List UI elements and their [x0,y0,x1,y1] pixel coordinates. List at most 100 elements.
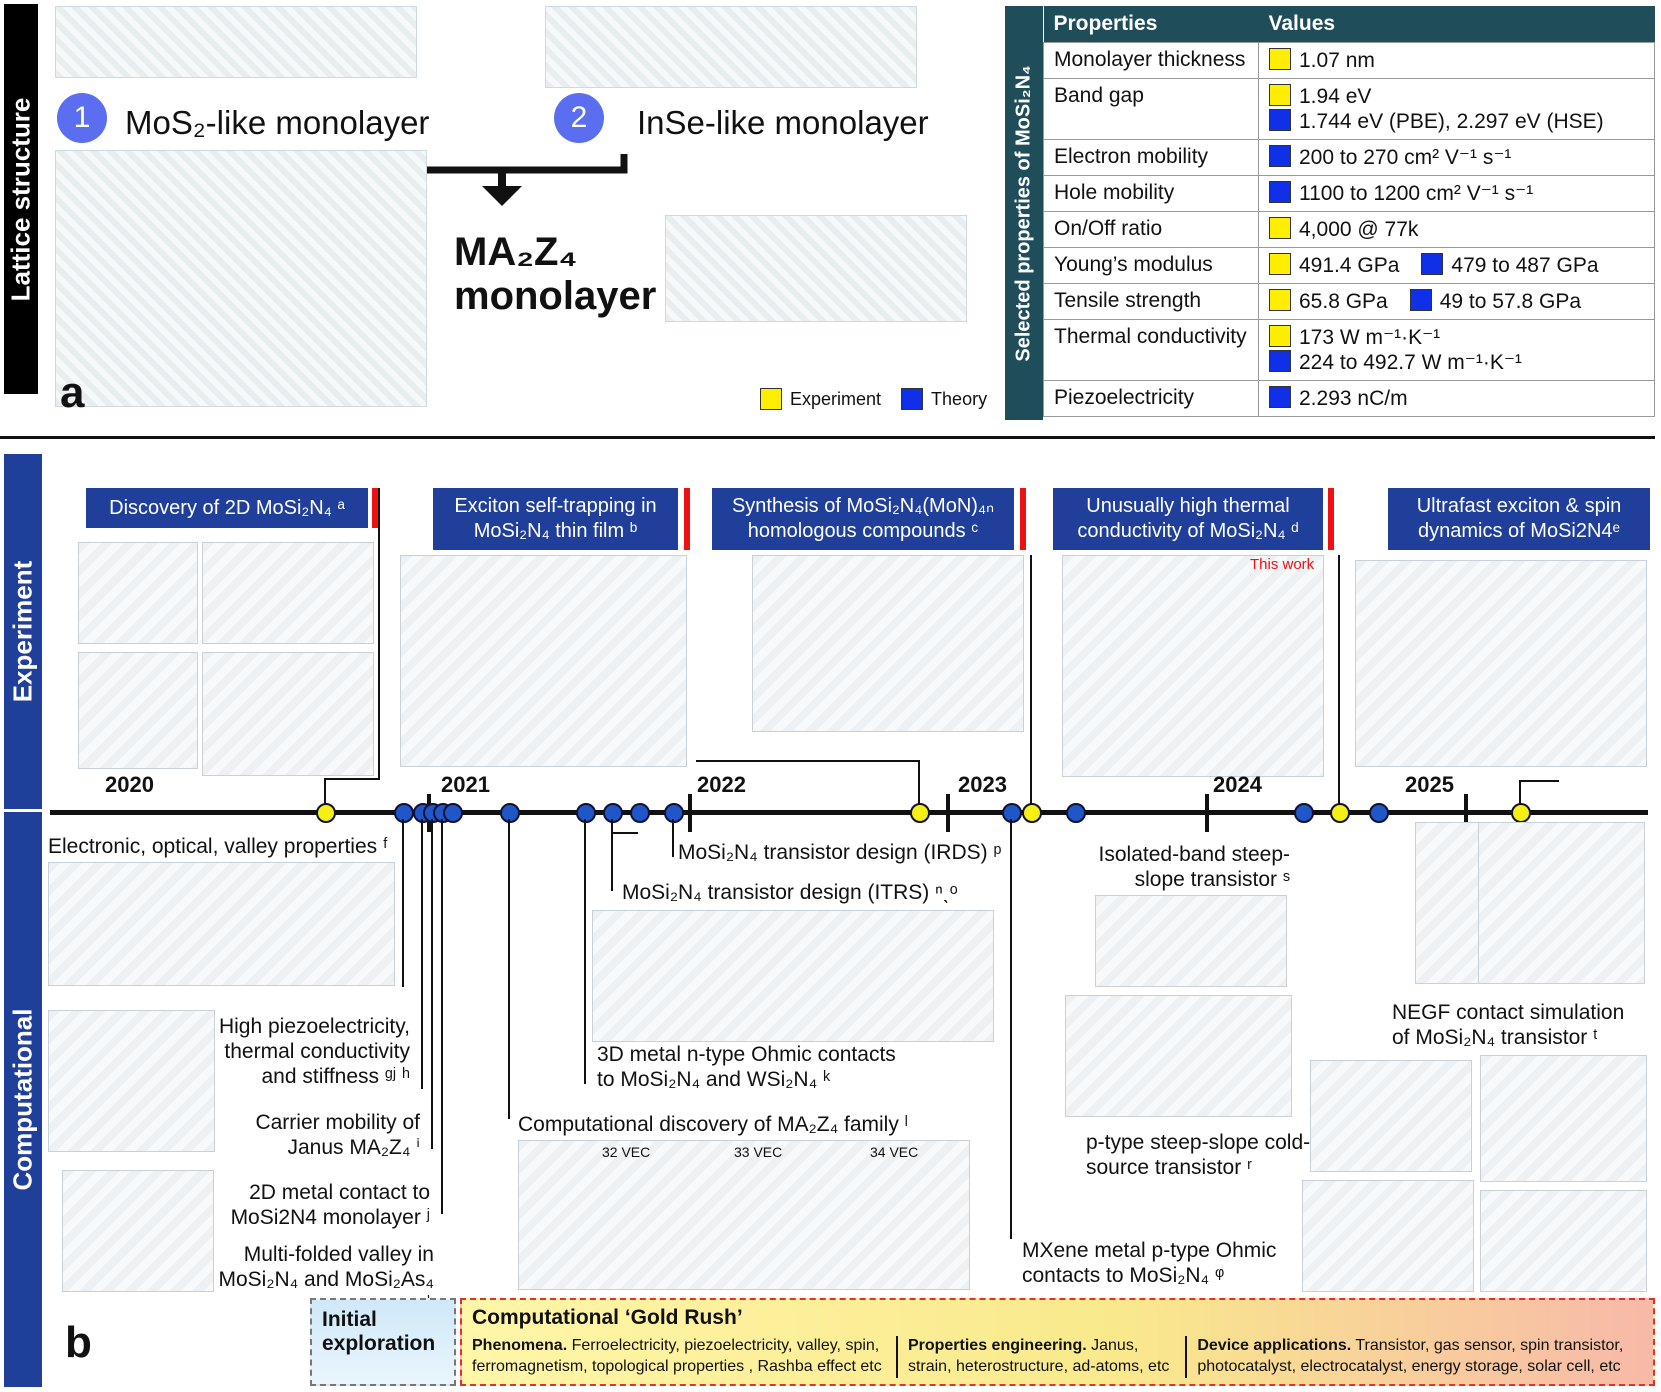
property-value: 1.744 eV (PBE), 2.297 eV (HSE) [1269,109,1644,134]
milestone-dot [316,803,336,823]
legend-experiment-swatch [760,388,782,410]
property-row: On/Off ratio 4,000 @ 77k [1043,211,1655,248]
panel-divider [0,436,1655,439]
value-text: 479 to 487 GPa [1451,254,1599,277]
vec-34-label: 34 VEC [870,1144,919,1160]
year-tick [1464,794,1468,832]
experiment-marker [1269,289,1291,311]
label-multi-folded-valley: Multi-folded valley in MoSi₂N₄ and MoSi₂… [218,1243,434,1316]
property-row: Tensile strength 65.8 GPa 49 to 57.8 GPa [1043,283,1655,320]
itrs-transistor-band-image [592,910,994,1042]
property-name: Band gap [1043,78,1259,140]
metal-contact-structure-image [62,1170,214,1292]
connector-line [1338,555,1340,805]
inse-like-label: InSe-like monolayer [637,104,929,141]
year-2022: 2022 [697,772,746,797]
value-text: 65.8 GPa [1299,290,1388,313]
property-value: 479 to 487 GPa [1421,253,1599,277]
discovery-crystal-image [78,542,198,644]
connector-line [431,819,433,1149]
exp-header-thermal: Unusually high thermal conductivity of M… [1053,488,1323,550]
label-isolated-band-transistor: Isolated-band steep-slope transistor ˢ [1098,843,1290,892]
property-values: 1.94 eV 1.744 eV (PBE), 2.297 eV (HSE) [1258,78,1655,140]
property-values: 173 W m⁻¹·K⁻¹ 224 to 492.7 W m⁻¹·K⁻¹ [1258,319,1655,381]
exciton-decay-chart [400,555,687,767]
label-mxene-contacts: MXene metal p-type Ohmic contacts to MoS… [1022,1239,1277,1288]
ma2z4-label: MA₂Z₄ [454,230,578,274]
connector-line [1030,555,1032,805]
legend-theory-label: Theory [931,388,988,409]
property-value: 49 to 57.8 GPa [1409,289,1582,313]
experiment-marker [1269,325,1291,347]
label-metal-contact: 2D metal contact to MoSi2N4 monolayer ʲ [230,1181,430,1230]
mos2-like-label: MoS₂-like monolayer [125,104,430,141]
year-2020: 2020 [105,772,154,797]
connector-line [611,832,638,834]
label-irds-transistor: MoSi₂N₄ transistor design (IRDS) ᵖ [678,841,1002,864]
inse-like-structure-image [545,6,917,88]
pdos-chart [1302,1180,1474,1292]
year-2024: 2024 [1213,772,1262,797]
year-tick [688,794,692,832]
phenomena-body: Ferroelectricity, piezoelectricity, vall… [472,1337,882,1375]
isolated-band-schematic [1095,895,1287,987]
milestone-dot [443,803,463,823]
properties-side-label: Selected properties of MoSi₂N₄ [1005,6,1043,420]
connector-line [421,819,423,1089]
label-3d-metal-contacts: 3D metal n-type Ohmic contacts to MoSi₂N… [597,1043,896,1092]
label-piezoelectricity: High piezoelectricity, thermal conductiv… [218,1015,410,1089]
values-header: Values [1258,6,1655,43]
experiment-side-label: Experiment [4,454,42,809]
label-itrs-transistor: MoSi₂N₄ transistor design (ITRS) ⁿˎᵒ [622,881,958,904]
properties-block: Properties engineering. Janus, strain, h… [898,1336,1188,1378]
panel-b-letter: b [65,1318,92,1367]
theory-marker [1269,181,1291,203]
connector-line [611,819,613,891]
device-body: Transistor, gas sensor, spin transistor,… [1197,1337,1624,1375]
property-name: Hole mobility [1043,175,1259,212]
property-value: 65.8 GPa [1269,289,1388,313]
gold-rush-strip: Computational ‘Gold Rush’ Phenomena. Fer… [460,1298,1655,1386]
property-name: Piezoelectricity [1043,380,1259,417]
connector-line [918,760,920,805]
milestone-dot [1002,803,1022,823]
year-2021: 2021 [441,772,490,797]
theory-marker [1269,145,1291,167]
properties-body: Janus, strain, heterostructure, ad-atoms… [907,1337,1170,1375]
exp-header-exciton: Exciton self-trapping in MoSi₂N₄ thin fi… [433,488,678,550]
milestone-dot [1511,803,1531,823]
value-text: 2.293 nC/m [1299,387,1408,410]
connector-line [324,778,378,780]
connector-line [584,819,586,1084]
property-value: 2.293 nC/m [1269,386,1644,411]
negf-structure-image [1415,822,1479,984]
property-row: Young’s modulus 491.4 GPa 479 to 487 GPa [1043,247,1655,284]
discovery-sample-photo [78,652,198,769]
connector-line [402,819,404,987]
property-row: Electron mobility 200 to 270 cm² V⁻¹ s⁻¹ [1043,139,1655,176]
property-value: 224 to 492.7 W m⁻¹·K⁻¹ [1269,350,1644,375]
property-value: 173 W m⁻¹·K⁻¹ [1269,325,1644,350]
property-name: Electron mobility [1043,139,1259,176]
property-row: Band gap 1.94 eV 1.744 eV (PBE), 2.297 eV … [1043,78,1655,140]
property-values: 491.4 GPa 479 to 487 GPa [1258,247,1655,284]
ultrafast-pump-probe-map [1355,560,1647,767]
experiment-marker [1269,217,1291,239]
item-two-badge: 2 [554,93,604,143]
value-text: 173 W m⁻¹·K⁻¹ [1299,326,1441,349]
value-text: 1100 to 1200 cm² V⁻¹ s⁻¹ [1299,182,1534,205]
properties-header: Properties [1043,6,1259,43]
isolated-band-energy-chart [1065,995,1292,1117]
property-value: 1100 to 1200 cm² V⁻¹ s⁻¹ [1269,181,1644,206]
initial-exploration-label: Initial exploration [322,1308,436,1355]
property-values: 1.07 nm [1258,42,1655,79]
property-row: Thermal conductivity 173 W m⁻¹·K⁻¹ 224 to … [1043,319,1655,381]
milestone-dot [1066,803,1086,823]
value-text: 49 to 57.8 GPa [1439,290,1582,313]
milestone-dot [394,803,414,823]
theory-marker [1269,350,1291,372]
exp-header-marker [1020,488,1026,550]
exp-header-discovery: Discovery of 2D MoSi₂N₄ ᵃ [86,488,368,528]
connector-line [1010,819,1012,1239]
property-name: Monolayer thickness [1043,42,1259,79]
